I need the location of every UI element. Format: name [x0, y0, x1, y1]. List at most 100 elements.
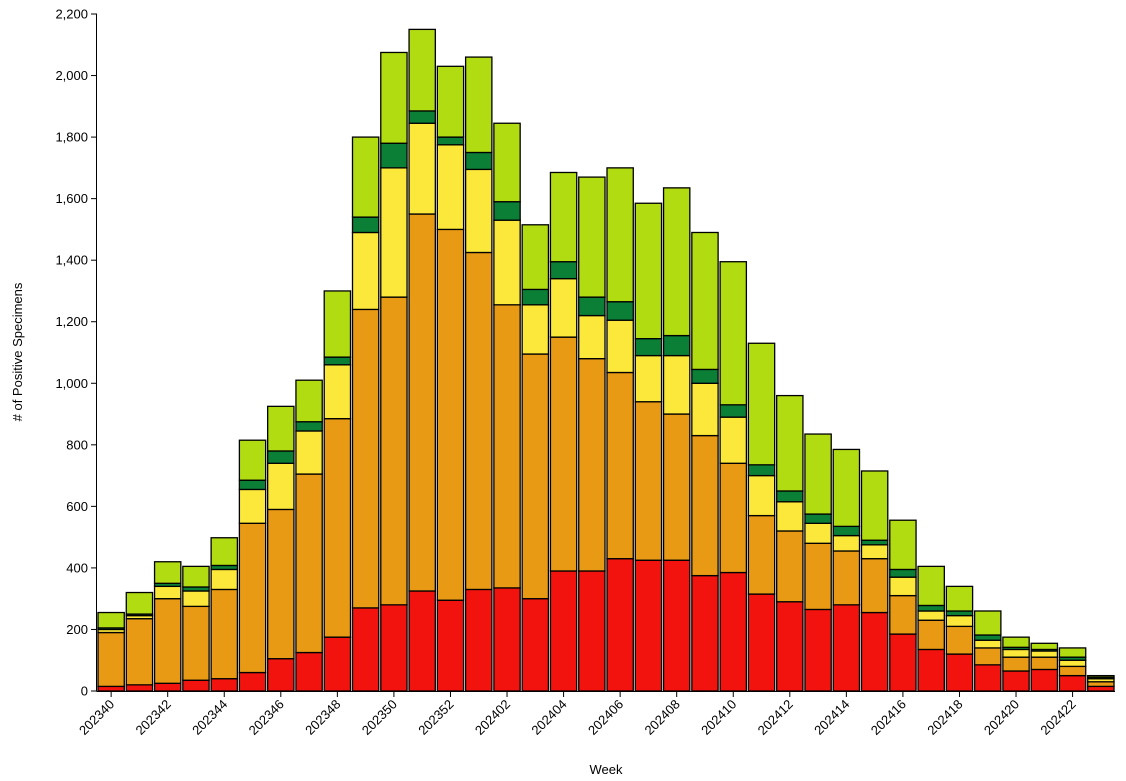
bar-segment [267, 450, 295, 464]
bar-segment [973, 664, 1002, 692]
bar-segment [860, 470, 889, 541]
bar-segment [295, 379, 323, 423]
bar-segment [634, 559, 663, 692]
bar-segment [521, 288, 550, 306]
bar-segment [493, 219, 521, 306]
bar-segment [945, 625, 974, 655]
bar-segment [662, 559, 691, 692]
bar-segment [464, 251, 493, 591]
x-tick-label: 202352 [415, 697, 456, 738]
bar-segment [747, 514, 776, 595]
bar-segment [832, 550, 861, 606]
bar-segment [1087, 681, 1115, 688]
bar-segment [408, 110, 436, 124]
bar-segment [267, 462, 295, 511]
bar-segment [1087, 685, 1115, 692]
y-tick-label: 2,200 [55, 7, 88, 22]
bar-segment [210, 568, 239, 591]
bar-segment [606, 558, 634, 692]
x-tick-label: 202404 [528, 697, 569, 738]
bar-segment [747, 464, 776, 477]
bar-segment [804, 608, 832, 692]
bar-segment [182, 590, 210, 608]
bar-segment [606, 167, 634, 303]
bar-segment [210, 537, 239, 567]
bar-segment [662, 354, 691, 415]
bar-segment [238, 439, 267, 481]
bar-segment [889, 519, 917, 571]
y-axis-title: # of Positive Specimens [10, 282, 25, 421]
y-tick-label: 1,800 [55, 130, 88, 145]
bar-segment [1002, 656, 1030, 672]
bar-segment [97, 631, 125, 688]
bar-segment [691, 368, 719, 384]
bar-segment [776, 501, 804, 532]
bar-segment [267, 658, 295, 692]
y-tick-label: 800 [66, 437, 88, 452]
bar-segment [1002, 636, 1030, 648]
bar-segment [889, 568, 917, 578]
bar-segment [182, 605, 210, 681]
y-tick-label: 1,400 [55, 253, 88, 268]
bar-segment [804, 433, 832, 515]
bar-segment [1058, 674, 1087, 692]
bar-segment [860, 539, 889, 546]
x-tick-label: 202406 [585, 697, 626, 738]
bar-segment [521, 598, 550, 692]
bar-segment [1030, 668, 1059, 692]
bar-segment [238, 522, 267, 674]
bar-segment [521, 224, 550, 291]
bar-segment [662, 413, 691, 561]
y-tick-label: 1,600 [55, 191, 88, 206]
bar-segment [521, 353, 550, 600]
x-tick-label: 202344 [189, 697, 230, 738]
bar-segment [945, 653, 974, 692]
bar-segment [493, 304, 521, 589]
y-tick-label: 400 [66, 560, 88, 575]
bar-segment [323, 356, 352, 366]
x-tick-label: 202414 [811, 697, 852, 738]
bar-segment [578, 570, 606, 692]
bar-segment [1030, 642, 1059, 651]
bar-segment [860, 558, 889, 614]
bar-segment [889, 594, 917, 635]
bar-segment [182, 679, 210, 692]
bar-segment [97, 611, 125, 629]
x-tick-label: 202342 [133, 697, 174, 738]
bar-segment [182, 565, 210, 588]
bar-segment [408, 122, 436, 215]
y-tick-label: 2,000 [55, 68, 88, 83]
bar-segment [549, 336, 578, 572]
bar-segment [776, 490, 804, 503]
bar-segment [351, 136, 380, 218]
bar-segment [351, 216, 380, 234]
bar-segment [295, 651, 323, 692]
bar-segment [917, 610, 945, 621]
bar-segment [945, 610, 974, 617]
bar-segment [464, 56, 493, 154]
bar-segment [691, 382, 719, 437]
bar-segment [323, 364, 352, 420]
bar-segment [719, 404, 748, 418]
bar-segment [295, 473, 323, 654]
bar-segment [125, 684, 154, 692]
y-tick-label: 0 [81, 684, 88, 699]
bar-segment [521, 304, 550, 355]
bar-segment [153, 598, 182, 684]
y-tick-label: 200 [66, 622, 88, 637]
bar-segment [295, 430, 323, 475]
bar-segment [917, 565, 945, 607]
x-tick-label: 202402 [472, 697, 513, 738]
bar-segment [549, 570, 578, 692]
bar-segment [832, 534, 861, 552]
bar-segment [973, 610, 1002, 636]
bar-segment [860, 611, 889, 692]
bar-segment [945, 614, 974, 628]
bar-segment [549, 171, 578, 263]
x-tick-label: 202420 [981, 697, 1022, 738]
bar-segment [1058, 659, 1087, 668]
bar-segment [323, 418, 352, 638]
bar-segment [578, 176, 606, 298]
bar-segment [747, 593, 776, 692]
